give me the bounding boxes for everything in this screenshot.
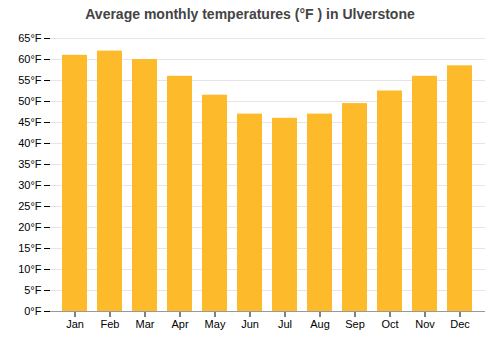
svg-text:Apr: Apr [171,318,188,330]
svg-text:55°F: 55°F [18,74,42,86]
svg-text:35°F: 35°F [18,158,42,170]
svg-text:Jun: Jun [241,318,259,330]
html-text:Average monthly temperatures (: Average monthly temperatures (°F ) in Ul… [85,6,415,22]
svg-text:20°F: 20°F [18,221,42,233]
svg-text:Mar: Mar [136,318,155,330]
svg-text:Dec: Dec [450,318,470,330]
svg-text:60°F: 60°F [18,53,42,65]
svg-text:May: May [205,318,226,330]
svg-text:40°F: 40°F [18,137,42,149]
svg-text:0°F: 0°F [24,305,42,317]
svg-text:5°F: 5°F [24,284,42,296]
svg-text:Feb: Feb [101,318,120,330]
svg-text:Jan: Jan [66,318,84,330]
svg-text:65°F: 65°F [18,32,42,44]
svg-text:25°F: 25°F [18,200,42,212]
svg-text:50°F: 50°F [18,95,42,107]
svg-text:10°F: 10°F [18,263,42,275]
svg-text:Nov: Nov [415,318,435,330]
svg-text:Aug: Aug [310,318,330,330]
svg-text:Sep: Sep [345,318,365,330]
svg-text:30°F: 30°F [18,179,42,191]
svg-text:45°F: 45°F [18,116,42,128]
svg-text:Oct: Oct [381,318,398,330]
svg-text:15°F: 15°F [18,242,42,254]
svg-text:Jul: Jul [278,318,292,330]
